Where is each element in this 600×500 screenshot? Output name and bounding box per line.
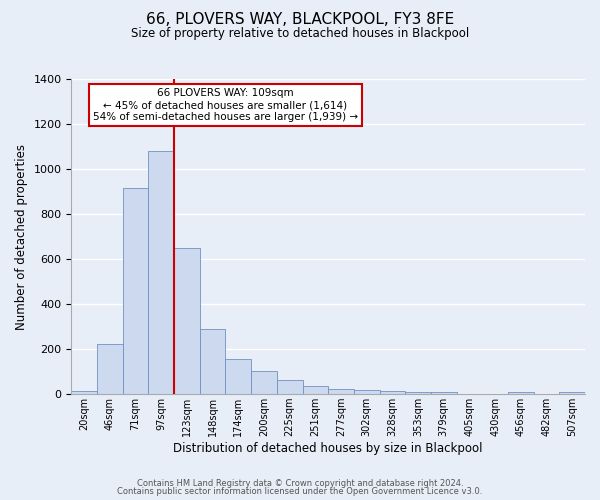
Bar [226, 358, 251, 394]
Text: Contains public sector information licensed under the Open Government Licence v3: Contains public sector information licen… [118, 487, 482, 496]
Bar [508, 392, 533, 394]
Bar [559, 392, 585, 394]
Bar [97, 344, 123, 394]
Bar [174, 248, 200, 394]
Text: 66, PLOVERS WAY, BLACKPOOL, FY3 8FE: 66, PLOVERS WAY, BLACKPOOL, FY3 8FE [146, 12, 454, 28]
Bar [200, 329, 226, 394]
Text: 66 PLOVERS WAY: 109sqm
← 45% of detached houses are smaller (1,614)
54% of semi-: 66 PLOVERS WAY: 109sqm ← 45% of detached… [93, 88, 358, 122]
Bar [302, 386, 328, 394]
Bar [431, 392, 457, 394]
Bar [354, 390, 380, 394]
Bar [405, 392, 431, 394]
Bar [277, 380, 302, 394]
Bar [251, 370, 277, 394]
Bar [123, 188, 148, 394]
Bar [328, 388, 354, 394]
Text: Contains HM Land Registry data © Crown copyright and database right 2024.: Contains HM Land Registry data © Crown c… [137, 478, 463, 488]
Y-axis label: Number of detached properties: Number of detached properties [15, 144, 28, 330]
X-axis label: Distribution of detached houses by size in Blackpool: Distribution of detached houses by size … [173, 442, 483, 455]
Bar [380, 391, 405, 394]
Text: Size of property relative to detached houses in Blackpool: Size of property relative to detached ho… [131, 28, 469, 40]
Bar [71, 391, 97, 394]
Bar [148, 151, 174, 394]
